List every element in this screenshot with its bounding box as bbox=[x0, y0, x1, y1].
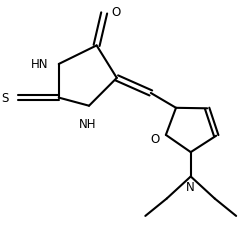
Text: O: O bbox=[149, 132, 159, 145]
Text: HN: HN bbox=[31, 58, 48, 71]
Text: N: N bbox=[186, 181, 194, 194]
Text: O: O bbox=[110, 6, 120, 19]
Text: S: S bbox=[1, 92, 8, 105]
Text: NH: NH bbox=[79, 117, 96, 130]
